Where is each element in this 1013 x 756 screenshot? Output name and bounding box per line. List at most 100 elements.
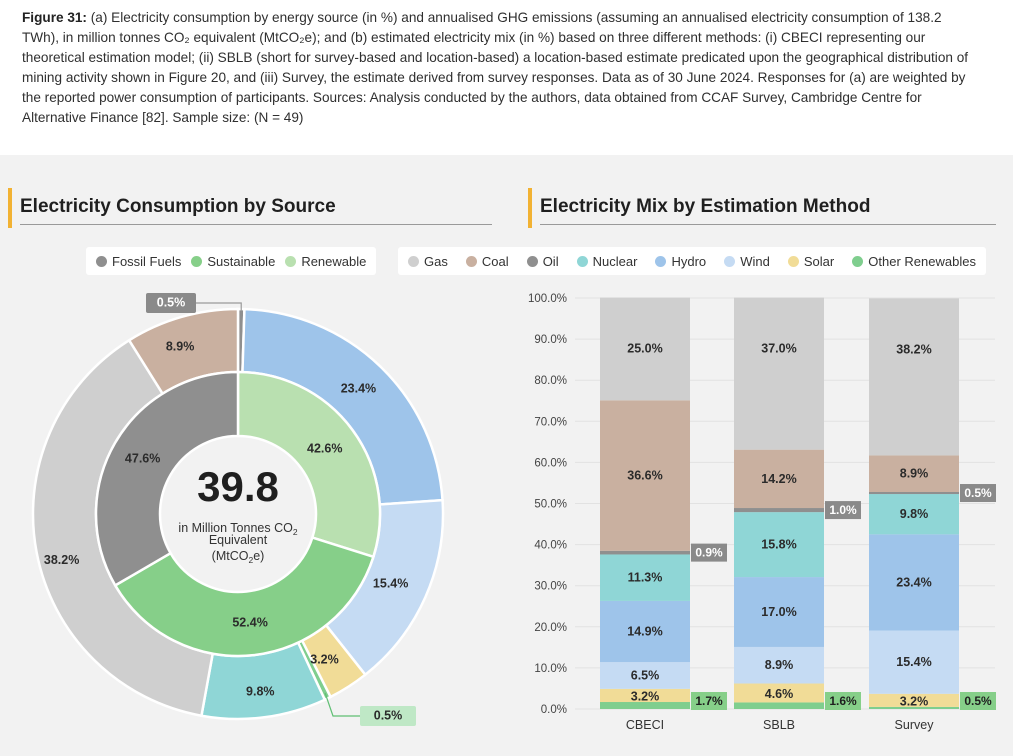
bar-label-sblb-gas: 37.0% <box>761 342 796 356</box>
bar-label-sblb-coal: 14.2% <box>761 472 796 486</box>
bar-label-sblb-nuclear: 15.8% <box>761 538 796 552</box>
donut-center-line2: Equivalent <box>209 533 268 547</box>
bar-label-survey-oil-box <box>960 484 996 503</box>
bar-label-sblb-hydro: 17.0% <box>761 605 796 619</box>
bar-segment-survey-nuclear <box>869 494 959 535</box>
donut-outer-label-oil-box <box>146 293 196 313</box>
legend-label-solar: Solar <box>803 253 835 269</box>
y-tick-label: 60.0% <box>534 457 567 469</box>
bar-segment-survey-coal <box>869 455 959 492</box>
y-tick-label: 20.0% <box>534 622 567 634</box>
bar-label-sblb-other-renewables: 1.6% <box>829 694 857 708</box>
oil-callout-line <box>196 302 242 312</box>
donut-legend-item-sustainable: Sustainable <box>191 254 275 269</box>
donut-legend: Fossil Fuels Sustainable Renewable <box>86 247 377 275</box>
legend-label-gas: Gas <box>424 253 448 269</box>
bar-legend-item-coal: Coal <box>465 253 509 269</box>
bar-segment-cbeci-gas <box>600 297 690 401</box>
bar-segment-sblb-wind <box>734 646 824 684</box>
bar-label-survey-hydro: 23.4% <box>896 575 931 589</box>
legend-label-fossil-fuels: Fossil Fuels <box>112 253 182 269</box>
figure-caption-text: (a) Electricity consumption by energy so… <box>22 10 969 125</box>
donut-outer-label-solar: 3.2% <box>310 652 339 666</box>
bar-segment-sblb-nuclear <box>734 512 824 578</box>
bar-label-cbeci-other-renewables-box <box>691 692 727 710</box>
legend-swatch-other-renewables <box>852 255 864 267</box>
bar-segment-survey-wind <box>869 630 959 694</box>
bar-segment-cbeci-wind <box>600 662 690 689</box>
bar-label-survey-solar: 3.2% <box>900 694 929 708</box>
bar-segment-cbeci-solar <box>600 688 690 703</box>
bar-segment-survey-solar <box>869 693 959 707</box>
bar-segment-sblb-oil <box>734 508 824 513</box>
x-tick-label-cbeci: CBECI <box>626 718 664 732</box>
legend-label-nuclear: Nuclear <box>592 253 638 269</box>
bar-segment-sblb-hydro <box>734 577 824 647</box>
figure-caption: Figure 31: (a) Electricity consumption b… <box>22 8 982 128</box>
bar-segment-sblb-other-renewables <box>734 702 824 709</box>
bar-segment-survey-other-renewables <box>869 706 959 709</box>
bar-label-cbeci-gas: 25.0% <box>627 342 662 356</box>
bar-label-cbeci-oil: 0.9% <box>695 546 723 560</box>
legend-swatch-renewable <box>285 255 297 267</box>
bar-segment-cbeci-other-renewables <box>600 702 690 709</box>
y-tick-label: 40.0% <box>534 540 567 552</box>
bar-segment-cbeci-hydro <box>600 600 690 663</box>
bar-label-sblb-solar: 4.6% <box>765 687 794 701</box>
donut-legend-item-fossil-fuels: Fossil Fuels <box>96 254 181 269</box>
y-tick-label: 10.0% <box>534 663 567 675</box>
donut-inner-label-renewable: 42.6% <box>307 441 342 455</box>
bar-label-cbeci-nuclear: 11.3% <box>628 571 663 585</box>
legend-swatch-nuclear <box>576 255 588 267</box>
donut-center-line3: (MtCO2e) <box>212 549 265 565</box>
bar-segment-cbeci-oil <box>600 550 690 555</box>
donut-chart-title: Electricity Consumption by Source <box>8 188 336 228</box>
legend-label-oil: Oil <box>542 253 559 269</box>
bar-label-survey-other-renewables: 0.5% <box>964 694 992 708</box>
bar-legend-item-gas: Gas <box>408 254 448 269</box>
legend-label-coal: Coal <box>481 253 509 269</box>
legend-swatch-wind <box>724 255 736 267</box>
donut-inner-slice-fossil-fuels <box>94 370 240 588</box>
bar-label-survey-oil: 0.5% <box>964 486 992 500</box>
y-tick-label: 90.0% <box>534 334 567 346</box>
donut-outer-label-hydro: 23.4% <box>341 381 376 395</box>
bar-label-cbeci-other-renewables: 1.7% <box>695 694 723 708</box>
y-tick-label: 30.0% <box>534 581 567 593</box>
legend-label-wind: Wind <box>740 253 770 269</box>
legend-label-other-renewables: Other Renewables <box>868 253 976 269</box>
donut-chart: 23.4% 15.4% 3.2% 9.8% 38.2% 8.9% 0.5% 0.5% 42.6%… <box>31 293 445 726</box>
x-tick-label-sblb: SBLB <box>763 718 795 732</box>
bar-segment-cbeci-coal <box>600 400 690 551</box>
bar-segment-survey-gas <box>869 298 959 456</box>
bar-legend-item-solar: Solar <box>787 253 835 269</box>
legend-swatch-hydro <box>655 255 667 267</box>
legend-label-sustainable: Sustainable <box>207 253 276 269</box>
y-tick-label: 80.0% <box>534 375 567 387</box>
bar-label-cbeci-solar: 3.2% <box>631 689 660 703</box>
legend-swatch-solar <box>787 255 799 267</box>
bar-legend-item-hydro: Hydro <box>655 254 706 269</box>
bar-label-survey-other-renewables-box <box>960 692 996 710</box>
legend-swatch-fossil-fuels <box>96 255 107 267</box>
y-tick-label: 100.0% <box>528 293 567 305</box>
donut-outer-label-coal: 8.9% <box>166 340 195 354</box>
x-tick-label-survey: Survey <box>895 718 935 732</box>
legend-swatch-coal <box>465 255 477 267</box>
bar-legend-item-wind: Wind <box>724 254 770 269</box>
bar-label-cbeci-wind: 6.5% <box>631 669 660 683</box>
bar-label-cbeci-hydro: 14.9% <box>627 625 662 639</box>
legend-label-hydro: Hydro <box>671 253 707 269</box>
bar-segment-survey-oil <box>869 491 959 495</box>
donut-inner-label-fossil-fuels: 47.6% <box>125 451 160 465</box>
donut-inner-slice-sustainable <box>113 535 375 658</box>
bar-segment-sblb-gas <box>734 297 824 450</box>
donut-outer-label-nuclear: 9.8% <box>246 684 275 698</box>
donut-outer-label-other-renewables-box <box>360 706 416 726</box>
bar-segment-cbeci-nuclear <box>600 554 690 601</box>
donut-outer-label-gas: 38.2% <box>44 553 79 567</box>
donut-legend-item-renewable: Renewable <box>285 254 366 269</box>
bar-label-cbeci-oil-box <box>691 543 727 562</box>
legend-swatch-oil <box>526 255 538 267</box>
y-tick-label: 50.0% <box>534 499 567 511</box>
